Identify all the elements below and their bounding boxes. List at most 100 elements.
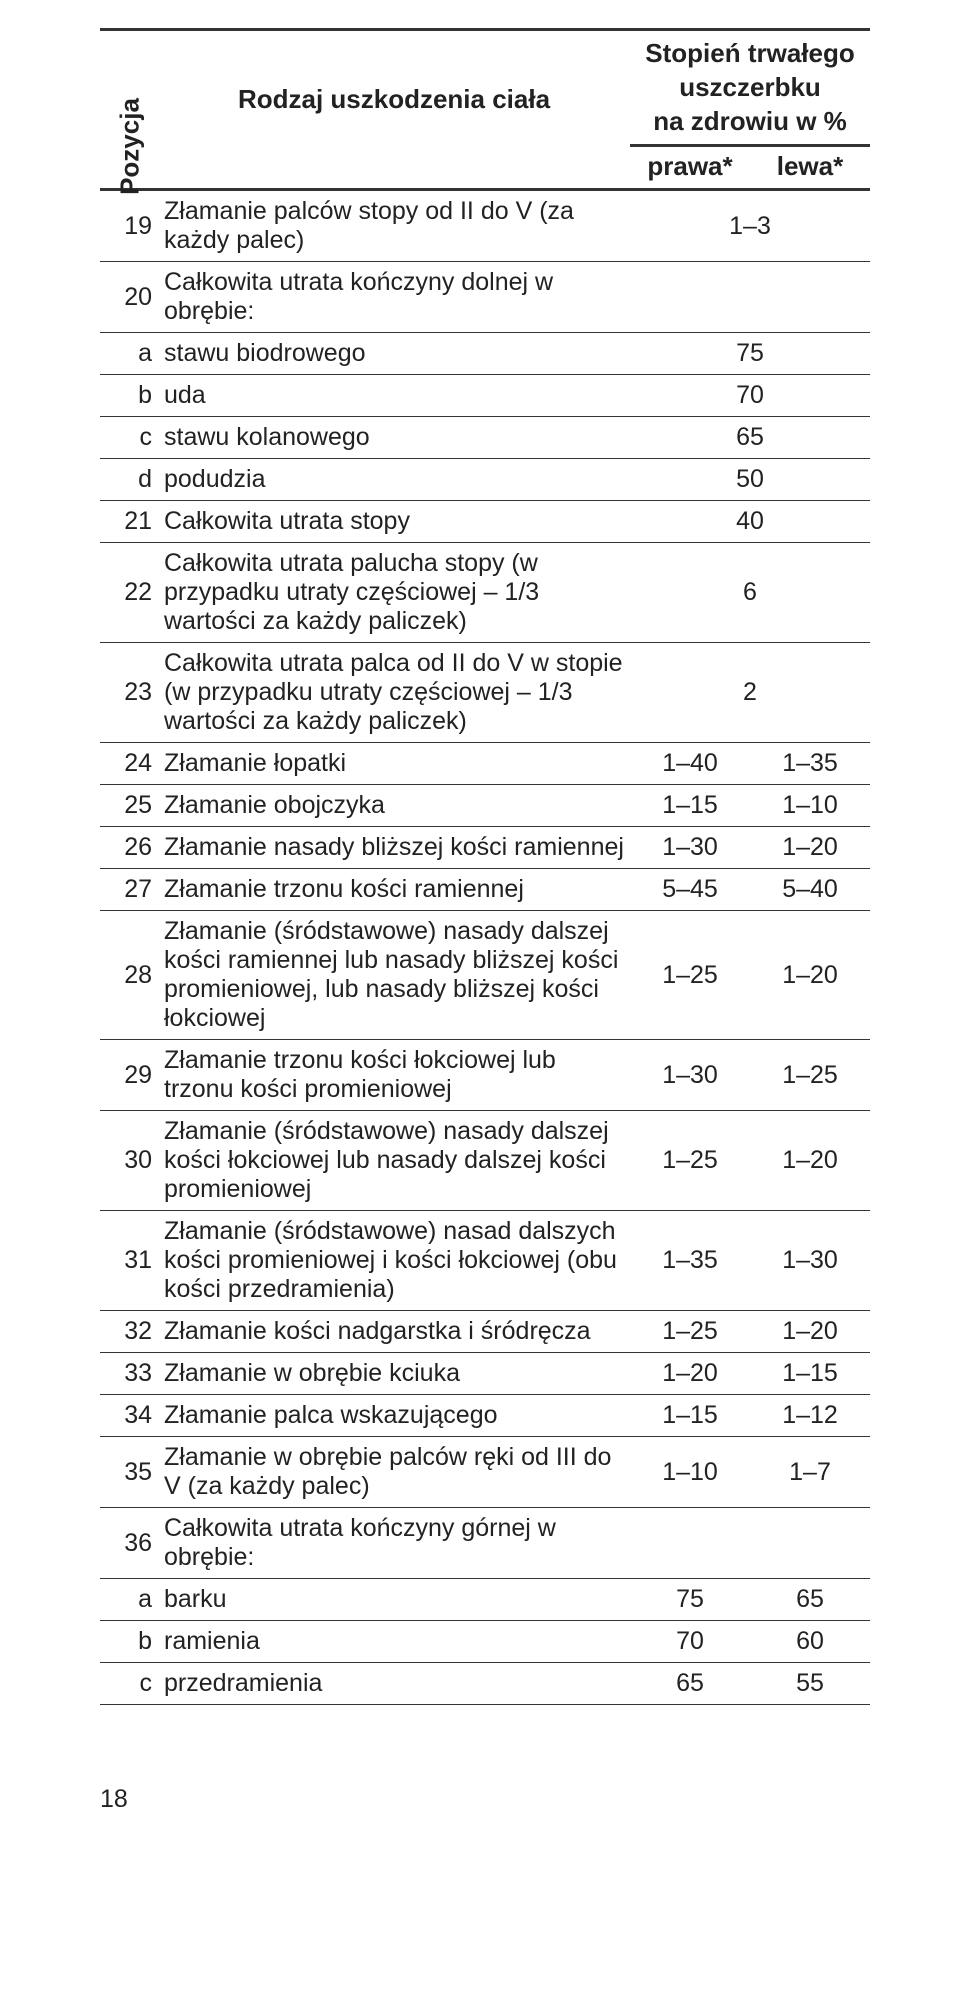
- row-description: Całkowita utrata palucha stopy (w przypa…: [158, 543, 630, 643]
- header-pozycja: Pozycja: [115, 87, 146, 207]
- row-position: 35: [100, 1437, 158, 1508]
- row-description: Całkowita utrata stopy: [158, 501, 630, 543]
- row-description: stawu biodrowego: [158, 333, 630, 375]
- row-position: 26: [100, 827, 158, 869]
- table-row: 31Złamanie (śródstawowe) nasad dalszych …: [100, 1211, 870, 1311]
- row-description: Złamanie (śródstawowe) nasad dalszych ko…: [158, 1211, 630, 1311]
- row-position: c: [100, 1663, 158, 1705]
- row-prawa: 70: [630, 1621, 750, 1663]
- table-row: 19Złamanie palców stopy od II do V (za k…: [100, 190, 870, 262]
- table-row: 20Całkowita utrata kończyny dolnej w obr…: [100, 262, 870, 333]
- row-description: Całkowita utrata kończyny dolnej w obręb…: [158, 262, 630, 333]
- row-description: stawu kolanowego: [158, 417, 630, 459]
- row-position: 27: [100, 869, 158, 911]
- header-prawa: prawa*: [630, 146, 750, 190]
- row-description: Złamanie nasady bliższej kości ramiennej: [158, 827, 630, 869]
- row-value: 1–3: [630, 190, 870, 262]
- page: Pozycja Rodzaj uszkodzenia ciała Stopień…: [100, 28, 870, 1814]
- table-row: 35Złamanie w obrębie palców ręki od III …: [100, 1437, 870, 1508]
- row-position: 20: [100, 262, 158, 333]
- row-prawa: 65: [630, 1663, 750, 1705]
- row-position: 25: [100, 785, 158, 827]
- row-position: 23: [100, 643, 158, 743]
- row-lewa: 65: [750, 1579, 870, 1621]
- table-row: 28Złamanie (śródstawowe) nasady dalszej …: [100, 911, 870, 1040]
- header-stopien-l2: uszczerbku: [679, 72, 821, 102]
- row-description: Złamanie (śródstawowe) nasady dalszej ko…: [158, 911, 630, 1040]
- row-description: Złamanie palców stopy od II do V (za każ…: [158, 190, 630, 262]
- row-lewa: 1–30: [750, 1211, 870, 1311]
- row-description: podudzia: [158, 459, 630, 501]
- table-row: buda70: [100, 375, 870, 417]
- row-position: b: [100, 375, 158, 417]
- row-position: 21: [100, 501, 158, 543]
- row-position: d: [100, 459, 158, 501]
- row-prawa: 1–30: [630, 827, 750, 869]
- row-prawa: 1–15: [630, 785, 750, 827]
- header-stopien: Stopień trwałego uszczerbku na zdrowiu w…: [630, 30, 870, 146]
- row-lewa: 1–10: [750, 785, 870, 827]
- row-lewa: 1–15: [750, 1353, 870, 1395]
- row-description: Złamanie w obrębie palców ręki od III do…: [158, 1437, 630, 1508]
- row-position: 32: [100, 1311, 158, 1353]
- table-row: 23Całkowita utrata palca od II do V w st…: [100, 643, 870, 743]
- row-prawa: 1–20: [630, 1353, 750, 1395]
- header-lewa: lewa*: [750, 146, 870, 190]
- row-lewa: 1–12: [750, 1395, 870, 1437]
- row-description: Całkowita utrata palca od II do V w stop…: [158, 643, 630, 743]
- row-description: Złamanie trzonu kości ramiennej: [158, 869, 630, 911]
- row-lewa: 1–7: [750, 1437, 870, 1508]
- row-value: 40: [630, 501, 870, 543]
- row-description: Całkowita utrata kończyny górnej w obręb…: [158, 1508, 630, 1579]
- row-prawa: 75: [630, 1579, 750, 1621]
- row-description: Złamanie w obrębie kciuka: [158, 1353, 630, 1395]
- row-prawa: 1–40: [630, 743, 750, 785]
- row-position: 29: [100, 1040, 158, 1111]
- row-description: Złamanie trzonu kości łokciowej lub trzo…: [158, 1040, 630, 1111]
- header-stopien-l3: na zdrowiu w %: [653, 106, 847, 136]
- table-row: 32Złamanie kości nadgarstka i śródręcza1…: [100, 1311, 870, 1353]
- row-position: a: [100, 333, 158, 375]
- row-lewa: 60: [750, 1621, 870, 1663]
- header-rodzaj: Rodzaj uszkodzenia ciała: [158, 30, 630, 190]
- row-prawa: 1–10: [630, 1437, 750, 1508]
- row-value: 6: [630, 543, 870, 643]
- row-position: 34: [100, 1395, 158, 1437]
- row-prawa: 1–25: [630, 1111, 750, 1211]
- table-row: 22Całkowita utrata palucha stopy (w przy…: [100, 543, 870, 643]
- table-row: 33Złamanie w obrębie kciuka1–201–15: [100, 1353, 870, 1395]
- row-position: 30: [100, 1111, 158, 1211]
- row-lewa: 1–35: [750, 743, 870, 785]
- row-value: 70: [630, 375, 870, 417]
- table-row: cstawu kolanowego65: [100, 417, 870, 459]
- row-lewa: 5–40: [750, 869, 870, 911]
- row-prawa: 1–25: [630, 1311, 750, 1353]
- header-stopien-l1: Stopień trwałego: [645, 38, 854, 68]
- row-value: 65: [630, 417, 870, 459]
- row-lewa: [750, 1508, 870, 1579]
- table-row: 25Złamanie obojczyka1–151–10: [100, 785, 870, 827]
- row-value: [630, 262, 870, 333]
- row-lewa: 55: [750, 1663, 870, 1705]
- table-row: 27Złamanie trzonu kości ramiennej5–455–4…: [100, 869, 870, 911]
- page-number: 18: [100, 1705, 870, 1814]
- row-position: 24: [100, 743, 158, 785]
- table-row: 21Całkowita utrata stopy40: [100, 501, 870, 543]
- row-position: c: [100, 417, 158, 459]
- row-description: Złamanie kości nadgarstka i śródręcza: [158, 1311, 630, 1353]
- table-row: abarku7565: [100, 1579, 870, 1621]
- table-row: astawu biodrowego75: [100, 333, 870, 375]
- row-description: przedramienia: [158, 1663, 630, 1705]
- row-lewa: 1–20: [750, 1111, 870, 1211]
- row-prawa: 1–25: [630, 911, 750, 1040]
- row-position: 28: [100, 911, 158, 1040]
- row-description: uda: [158, 375, 630, 417]
- row-position: 36: [100, 1508, 158, 1579]
- row-description: Złamanie obojczyka: [158, 785, 630, 827]
- table-row: 30Złamanie (śródstawowe) nasady dalszej …: [100, 1111, 870, 1211]
- row-description: ramienia: [158, 1621, 630, 1663]
- row-description: Złamanie palca wskazującego: [158, 1395, 630, 1437]
- row-prawa: [630, 1508, 750, 1579]
- table-body: 19Złamanie palców stopy od II do V (za k…: [100, 190, 870, 1705]
- row-value: 2: [630, 643, 870, 743]
